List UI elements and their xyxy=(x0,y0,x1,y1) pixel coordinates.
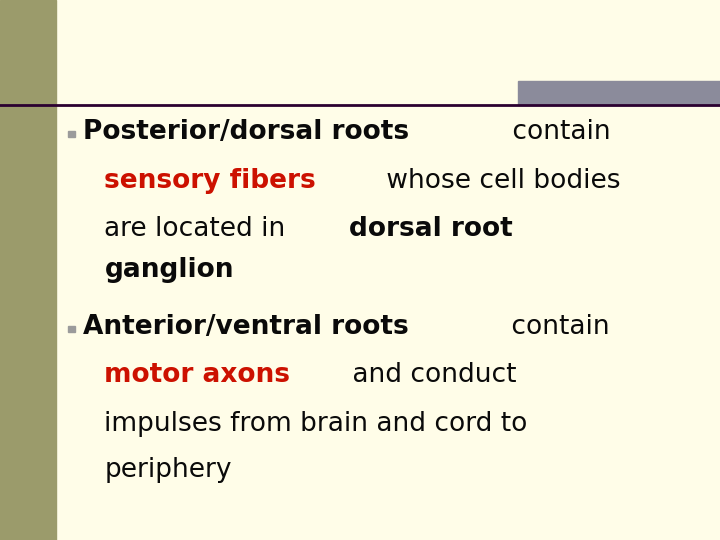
Text: are located in: are located in xyxy=(104,217,294,242)
Bar xyxy=(68,326,76,332)
Text: contain: contain xyxy=(503,314,610,340)
Text: periphery: periphery xyxy=(104,457,232,483)
Text: and conduct: and conduct xyxy=(344,362,517,388)
Text: impulses from brain and cord to: impulses from brain and cord to xyxy=(104,411,528,437)
Bar xyxy=(0,0,56,540)
Text: dorsal root: dorsal root xyxy=(349,217,513,242)
Bar xyxy=(518,81,720,105)
Text: motor axons: motor axons xyxy=(104,362,290,388)
Text: sensory fibers: sensory fibers xyxy=(104,168,316,194)
Text: contain: contain xyxy=(503,119,611,145)
Text: ganglion: ganglion xyxy=(104,257,234,283)
Text: Posterior/dorsal roots: Posterior/dorsal roots xyxy=(83,119,409,145)
Text: Anterior/ventral roots: Anterior/ventral roots xyxy=(83,314,408,340)
Text: whose cell bodies: whose cell bodies xyxy=(377,168,620,194)
Bar xyxy=(68,131,76,137)
